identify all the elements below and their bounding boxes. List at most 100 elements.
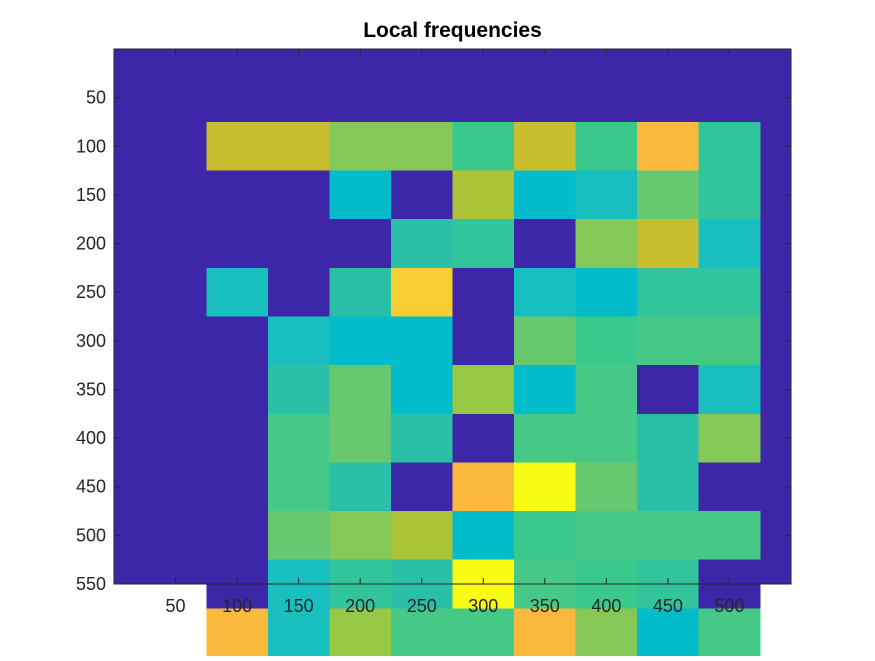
heatmap-cell: [698, 219, 761, 269]
heatmap-cell: [637, 413, 700, 463]
heatmap-cell: [637, 365, 700, 415]
heatmap-cell: [329, 462, 392, 512]
heatmap-cell: [267, 511, 330, 561]
heatmap-cell: [206, 219, 269, 269]
heatmap-cell: [206, 121, 269, 171]
heatmap-cell: [329, 267, 392, 317]
heatmap-cell: [637, 608, 700, 658]
heatmap-cell: [698, 316, 761, 366]
heatmap-cell: [329, 511, 392, 561]
heatmap-cell: [206, 413, 269, 463]
heatmap-cell: [390, 365, 453, 415]
y-tick-label: 150: [76, 185, 106, 205]
heatmap-cell: [637, 316, 700, 366]
heatmap-cell: [514, 413, 576, 463]
heatmap-cell: [206, 316, 269, 366]
x-tick-label: 250: [407, 596, 437, 616]
x-tick-label: 100: [222, 596, 252, 616]
heatmap-cell: [575, 511, 638, 561]
heatmap-cell: [575, 170, 638, 220]
heatmap-cell: [452, 219, 515, 269]
heatmap-cell: [390, 316, 453, 366]
heatmap-cell: [267, 365, 330, 415]
heatmap-cell: [698, 413, 761, 463]
heatmap-cell: [390, 219, 453, 269]
y-tick-label: 450: [76, 477, 106, 497]
heatmap-cell: [575, 219, 638, 269]
heatmap-cell: [575, 413, 638, 463]
heatmap-cell: [698, 121, 761, 171]
heatmap-cell: [514, 462, 576, 512]
heatmap-cell: [390, 267, 453, 317]
heatmap-cell: [267, 219, 330, 269]
heatmap-cell: [267, 608, 330, 658]
heatmap-cell: [206, 365, 269, 415]
axes: [113, 48, 792, 585]
heatmap-cell: [267, 267, 330, 317]
heatmap-cell: [329, 170, 392, 220]
heatmap-cell: [575, 608, 638, 658]
heatmap-cell: [329, 365, 392, 415]
heatmap-cell: [206, 608, 269, 658]
y-tick-label: 300: [76, 331, 106, 351]
heatmap-cell: [452, 413, 515, 463]
heatmap-cell: [514, 219, 576, 269]
heatmap-cell: [329, 219, 392, 269]
heatmap-cell: [575, 121, 638, 171]
heatmap-cell: [206, 267, 269, 317]
x-tick-label: 300: [468, 596, 498, 616]
x-tick-label: 50: [166, 596, 186, 616]
y-tick-label: 550: [76, 574, 106, 594]
heatmap-cell: [698, 170, 761, 220]
x-tick-label: 450: [653, 596, 683, 616]
x-tick-label: 500: [714, 596, 744, 616]
y-tick-label: 250: [76, 282, 106, 302]
heatmap-cell: [698, 608, 761, 658]
y-tick-label: 50: [86, 88, 106, 108]
heatmap-cell: [452, 462, 515, 512]
heatmap-cell: [329, 608, 392, 658]
y-tick-label: 200: [76, 234, 106, 254]
heatmap-cell: [390, 121, 453, 171]
heatmap-cell: [452, 365, 515, 415]
heatmap-cell: [267, 170, 330, 220]
heatmap-cell: [452, 608, 515, 658]
heatmap-cell: [390, 511, 453, 561]
heatmap-cell: [206, 462, 269, 512]
heatmap-cells: [206, 121, 761, 658]
heatmap-cell: [206, 170, 269, 220]
heatmap-cell: [514, 608, 576, 658]
heatmap-cell: [514, 316, 576, 366]
heatmap-cell: [575, 316, 638, 366]
heatmap-cell: [267, 316, 330, 366]
heatmap-cell: [575, 267, 638, 317]
x-tick-label: 350: [530, 596, 560, 616]
heatmap-cell: [452, 121, 515, 171]
heatmap-cell: [329, 413, 392, 463]
heatmap-cell: [637, 170, 700, 220]
y-tick-label: 350: [76, 379, 106, 399]
heatmap-cell: [206, 511, 269, 561]
heatmap-cell: [452, 267, 515, 317]
heatmap-cell: [390, 462, 453, 512]
x-tick-label: 150: [284, 596, 314, 616]
heatmap-cell: [390, 608, 453, 658]
heatmap-cell: [514, 170, 576, 220]
x-axis-ticks: 50 100 150 200 250 300 350 400 450 500: [166, 49, 744, 616]
x-tick-label: 200: [345, 596, 375, 616]
heatmap-cell: [637, 267, 700, 317]
heatmap-cell: [514, 121, 576, 171]
y-tick-label: 500: [76, 525, 106, 545]
heatmap-cell: [390, 413, 453, 463]
heatmap-cell: [575, 365, 638, 415]
heatmap-cell: [698, 365, 761, 415]
heatmap-cell: [637, 121, 700, 171]
heatmap-cell: [514, 365, 576, 415]
heatmap-cell: [329, 121, 392, 171]
heatmap-cell: [452, 316, 515, 366]
y-tick-label: 400: [76, 428, 106, 448]
heatmap-cell: [698, 267, 761, 317]
chart-title: Local frequencies: [363, 19, 542, 42]
